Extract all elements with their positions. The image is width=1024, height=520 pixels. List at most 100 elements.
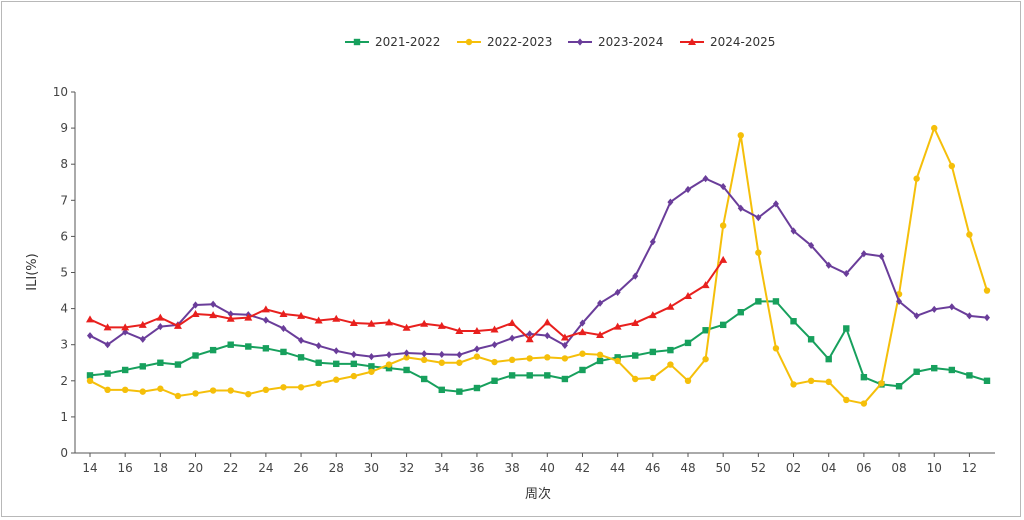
circle-marker — [157, 385, 164, 392]
triangle-marker — [226, 314, 235, 322]
circle-marker — [878, 380, 885, 387]
triangle-marker — [560, 333, 569, 341]
triangle-marker — [367, 319, 376, 327]
circle-marker — [772, 345, 780, 352]
x-axis-label: 周次 — [525, 486, 551, 502]
square-marker — [649, 348, 657, 356]
diamond-marker — [438, 350, 445, 359]
triangle-marker — [666, 302, 675, 310]
x-tick-label: 52 — [751, 461, 766, 475]
circle-marker — [948, 162, 956, 170]
triangle-marker — [385, 318, 393, 326]
square-marker — [104, 370, 111, 377]
square-marker — [913, 368, 920, 375]
diamond-marker — [966, 312, 973, 320]
diamond-marker — [509, 334, 516, 342]
circle-marker — [245, 390, 252, 398]
triangle-marker — [596, 330, 605, 338]
diamond-marker — [984, 314, 990, 322]
diamond-marker — [139, 335, 146, 343]
x-tick-label: 20 — [188, 461, 203, 475]
circle-marker — [473, 353, 481, 360]
diamond-marker — [561, 341, 568, 350]
circle-marker — [649, 374, 657, 382]
diamond-marker — [755, 214, 762, 222]
circle-marker — [262, 386, 270, 394]
y-tick-label: 10 — [53, 85, 68, 99]
diamond-marker — [210, 300, 217, 308]
square-marker — [245, 343, 252, 350]
x-tick-label: 16 — [118, 461, 133, 475]
legend-label: 2024-2025 — [710, 35, 775, 49]
square-marker — [508, 372, 516, 379]
diamond-marker — [579, 319, 586, 327]
circle-marker — [667, 361, 674, 368]
x-tick-label: 06 — [856, 461, 871, 475]
triangle-marker — [173, 321, 182, 329]
square-marker — [772, 298, 780, 305]
diamond-marker — [104, 341, 111, 349]
legend: 2021-2022 2022-2023 2023-2024 2024-2025 — [345, 35, 775, 49]
circle-marker — [913, 175, 920, 182]
diamond-marker — [649, 238, 656, 246]
triangle-marker — [138, 320, 147, 328]
square-marker — [544, 372, 551, 379]
square-marker — [227, 341, 234, 348]
triangle-marker — [279, 310, 288, 318]
square-marker — [860, 373, 868, 381]
square-marker — [262, 345, 270, 352]
diamond-marker — [878, 252, 885, 260]
circle-marker — [209, 387, 217, 394]
circle-marker — [350, 372, 358, 380]
circle-marker — [333, 376, 340, 383]
diamond-marker — [227, 310, 234, 318]
diamond-marker — [702, 175, 709, 183]
circle-marker — [192, 390, 199, 397]
square-marker — [948, 366, 956, 374]
diamond-marker — [473, 345, 480, 353]
x-tick-label: 42 — [575, 461, 590, 475]
diamond-marker — [333, 347, 340, 355]
diamond-marker — [298, 336, 305, 344]
circle-marker — [579, 350, 586, 357]
triangle-marker — [508, 319, 517, 327]
diamond-marker — [913, 312, 920, 320]
square-marker — [596, 357, 604, 365]
diamond-marker — [790, 227, 797, 235]
circle-marker — [297, 384, 305, 391]
diamond-marker — [737, 204, 744, 212]
triangle-marker — [490, 325, 499, 333]
diamond-marker — [350, 350, 357, 359]
circle-marker — [465, 38, 473, 46]
series-lines — [86, 124, 991, 407]
triangle-marker — [719, 255, 728, 263]
triangle-marker — [684, 291, 692, 299]
diamond-marker — [262, 316, 269, 324]
x-tick-label: 26 — [293, 461, 308, 475]
diamond-marker — [526, 330, 533, 338]
diamond-marker — [403, 349, 410, 357]
triangle-marker — [209, 311, 218, 319]
square-marker — [526, 372, 533, 379]
square-marker — [702, 327, 709, 334]
square-marker — [983, 377, 991, 384]
circle-marker — [86, 377, 94, 384]
x-tick-label: 24 — [258, 461, 273, 475]
triangle-marker — [631, 319, 640, 327]
triangle-marker — [314, 316, 323, 324]
triangle-marker — [261, 305, 270, 313]
circle-marker — [931, 124, 938, 132]
square-marker — [931, 364, 938, 372]
y-tick-label: 1 — [60, 410, 68, 424]
square-marker — [755, 298, 762, 305]
circle-marker — [403, 354, 410, 361]
square-marker — [280, 348, 287, 356]
circle-marker — [438, 359, 445, 366]
legend-label: 2022-2023 — [487, 35, 552, 49]
circle-marker — [385, 361, 393, 368]
circle-marker — [280, 384, 287, 391]
circle-marker — [843, 396, 850, 404]
x-tick-label: 22 — [223, 461, 238, 475]
circle-marker — [983, 287, 991, 294]
